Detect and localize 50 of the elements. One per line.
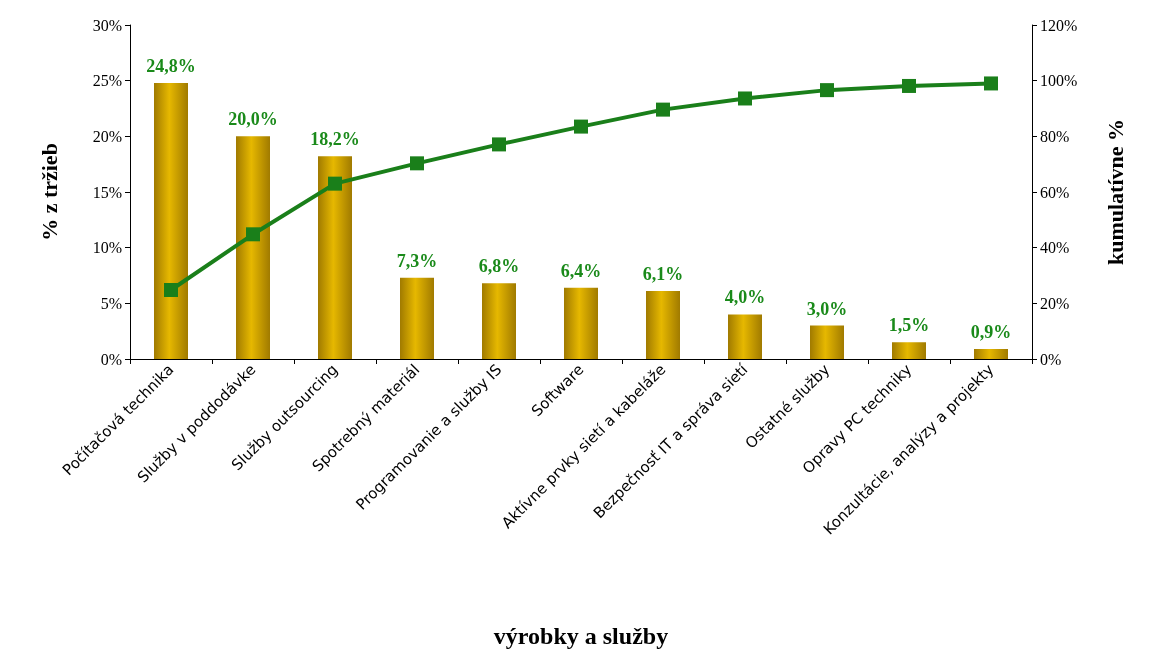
data-label: 18,2% bbox=[310, 129, 360, 150]
bar bbox=[974, 348, 1008, 359]
point bbox=[820, 83, 834, 98]
point bbox=[164, 282, 178, 297]
y2-tick-label: 60% bbox=[1040, 183, 1070, 201]
y-tick-label: 20% bbox=[92, 127, 122, 145]
bar bbox=[646, 291, 680, 359]
y-tick-label: 10% bbox=[92, 239, 122, 257]
bar bbox=[236, 136, 270, 359]
data-label: 6,1% bbox=[642, 264, 684, 285]
y-tick-label: 0% bbox=[100, 350, 122, 368]
bar bbox=[564, 287, 598, 359]
bar bbox=[318, 156, 352, 359]
x-axis-title: výrobky a služby bbox=[493, 623, 669, 649]
y-tick-label: 5% bbox=[100, 294, 122, 312]
data-label: 4,0% bbox=[724, 287, 766, 308]
point bbox=[984, 76, 998, 91]
y2-axis-title: kumulatívne % bbox=[1102, 118, 1128, 266]
point bbox=[492, 137, 506, 152]
bar bbox=[154, 82, 188, 359]
point bbox=[246, 227, 260, 242]
data-label: 6,8% bbox=[478, 256, 520, 277]
y2-tick-label: 80% bbox=[1040, 127, 1070, 145]
bar bbox=[892, 342, 926, 359]
y-axis-title: % z tržieb bbox=[36, 143, 62, 241]
data-label: 20,0% bbox=[228, 109, 278, 130]
data-label: 1,5% bbox=[888, 315, 930, 336]
bar bbox=[810, 325, 844, 359]
point bbox=[574, 119, 588, 134]
point bbox=[902, 78, 916, 93]
y-tick-label: 30% bbox=[92, 16, 122, 34]
y2-tick-label: 0% bbox=[1040, 350, 1062, 368]
point bbox=[738, 91, 752, 106]
bar bbox=[400, 277, 434, 359]
y2-tick-label: 20% bbox=[1040, 294, 1070, 312]
data-label: 0,9% bbox=[970, 321, 1012, 342]
data-label: 6,4% bbox=[560, 260, 602, 281]
y2-tick-label: 40% bbox=[1040, 239, 1070, 257]
y-tick-label: 15% bbox=[92, 183, 122, 201]
data-label: 7,3% bbox=[396, 250, 438, 271]
data-label: 3,0% bbox=[806, 298, 848, 319]
y2-tick-label: 100% bbox=[1040, 72, 1078, 90]
point bbox=[656, 102, 670, 117]
data-label: 24,8% bbox=[146, 55, 196, 76]
bar bbox=[482, 283, 516, 359]
y-tick-label: 25% bbox=[92, 72, 122, 90]
point bbox=[328, 176, 342, 191]
y2-tick-label: 120% bbox=[1040, 16, 1078, 34]
point bbox=[410, 156, 424, 171]
bar bbox=[728, 314, 762, 359]
